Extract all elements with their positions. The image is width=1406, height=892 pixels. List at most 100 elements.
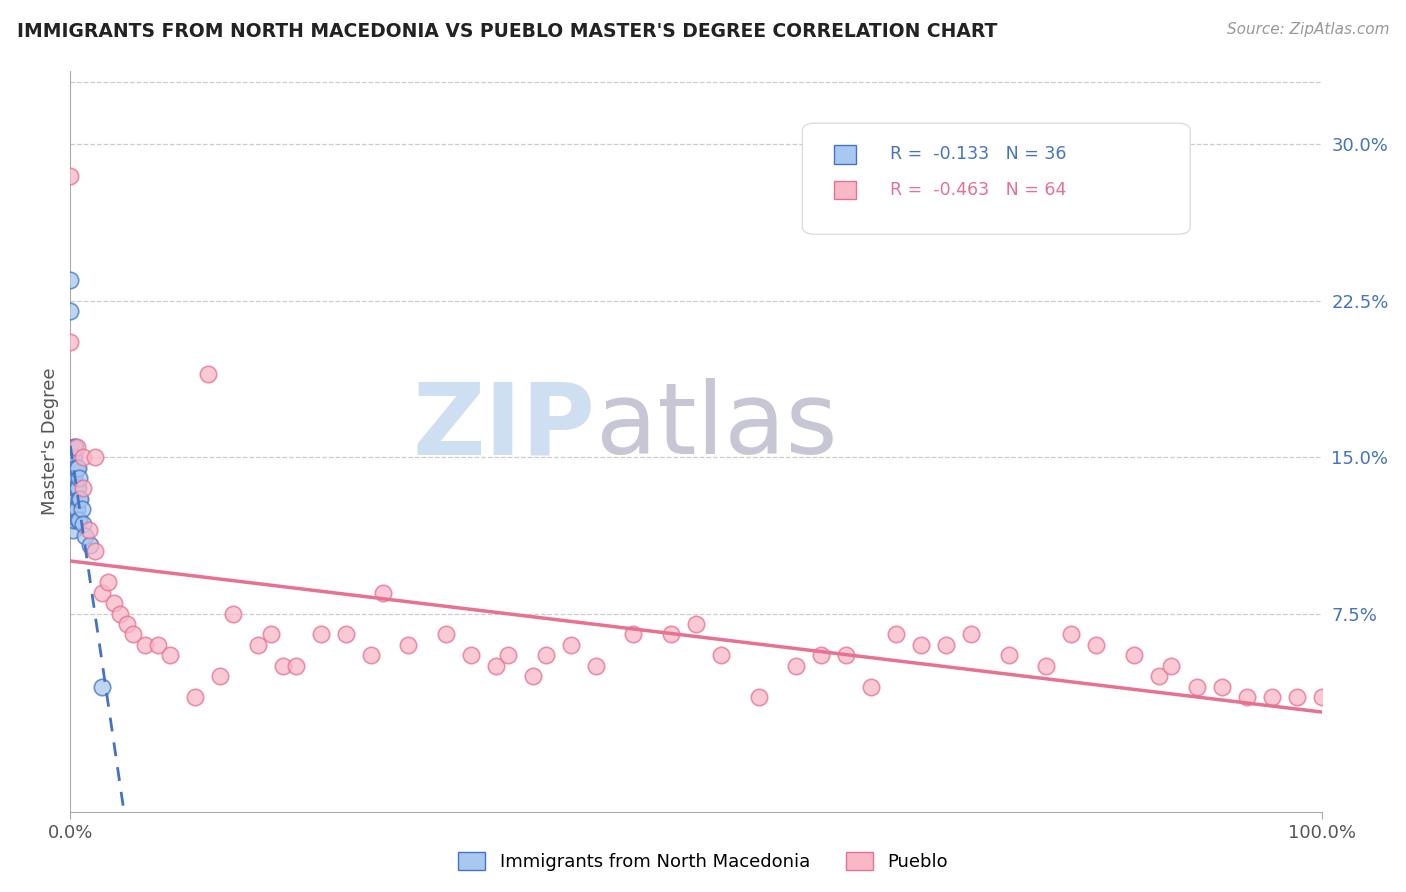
- Point: [121, 627, 145, 641]
- Point: [63, 440, 86, 454]
- Point: [1185, 680, 1208, 694]
- Text: R =  -0.463   N = 64: R = -0.463 N = 64: [890, 181, 1066, 199]
- Y-axis label: Master's Degree: Master's Degree: [41, 368, 59, 516]
- Point: [997, 648, 1019, 663]
- Point: [67, 471, 90, 485]
- Point: [59, 273, 82, 287]
- Point: [59, 335, 82, 350]
- Point: [810, 648, 832, 663]
- Point: [1310, 690, 1333, 704]
- Point: [935, 638, 957, 652]
- Point: [309, 627, 332, 641]
- Point: [835, 648, 858, 663]
- Point: [62, 491, 84, 506]
- Point: [72, 516, 94, 531]
- Point: [197, 367, 219, 381]
- Point: [585, 658, 607, 673]
- Point: [63, 450, 86, 465]
- Point: [65, 502, 87, 516]
- Point: [284, 658, 307, 673]
- Point: [785, 658, 807, 673]
- Point: [860, 680, 883, 694]
- FancyBboxPatch shape: [834, 145, 855, 163]
- Point: [62, 523, 84, 537]
- Point: [59, 304, 82, 318]
- Point: [77, 523, 100, 537]
- Point: [498, 648, 520, 663]
- Point: [1035, 658, 1057, 673]
- Point: [1147, 669, 1170, 683]
- Point: [371, 586, 394, 600]
- Point: [522, 669, 544, 683]
- Point: [66, 513, 89, 527]
- Point: [65, 460, 87, 475]
- Point: [62, 471, 84, 485]
- Point: [1060, 627, 1083, 641]
- Point: [115, 617, 138, 632]
- Point: [335, 627, 357, 641]
- Point: [534, 648, 557, 663]
- FancyBboxPatch shape: [803, 123, 1191, 235]
- Point: [63, 513, 86, 527]
- Point: [748, 690, 770, 704]
- Point: [222, 607, 245, 621]
- Text: R =  -0.133   N = 36: R = -0.133 N = 36: [890, 145, 1066, 163]
- Point: [259, 627, 281, 641]
- Point: [65, 482, 87, 496]
- Point: [60, 471, 83, 485]
- FancyBboxPatch shape: [834, 180, 855, 199]
- Point: [84, 450, 107, 465]
- Point: [1285, 690, 1308, 704]
- Point: [65, 502, 87, 516]
- Point: [65, 482, 87, 496]
- Point: [271, 658, 294, 673]
- Point: [59, 491, 82, 506]
- Point: [60, 450, 83, 465]
- Point: [70, 502, 93, 516]
- Text: atlas: atlas: [596, 378, 838, 475]
- Point: [66, 460, 89, 475]
- Point: [621, 627, 644, 641]
- Point: [1236, 690, 1258, 704]
- Point: [110, 607, 132, 621]
- Point: [62, 450, 84, 465]
- Point: [884, 627, 907, 641]
- Point: [67, 513, 90, 527]
- Point: [134, 638, 156, 652]
- Point: [103, 596, 125, 610]
- Point: [1260, 690, 1282, 704]
- Point: [710, 648, 733, 663]
- Point: [659, 627, 682, 641]
- Point: [460, 648, 482, 663]
- Point: [65, 440, 87, 454]
- Point: [209, 669, 232, 683]
- Legend: Immigrants from North Macedonia, Pueblo: Immigrants from North Macedonia, Pueblo: [451, 845, 955, 879]
- Point: [97, 575, 120, 590]
- Point: [72, 482, 94, 496]
- Point: [360, 648, 382, 663]
- Point: [63, 471, 86, 485]
- Point: [65, 460, 87, 475]
- Point: [560, 638, 582, 652]
- Point: [434, 627, 457, 641]
- Point: [146, 638, 169, 652]
- Point: [685, 617, 707, 632]
- Point: [1122, 648, 1144, 663]
- Point: [159, 648, 181, 663]
- Point: [66, 482, 89, 496]
- Text: IMMIGRANTS FROM NORTH MACEDONIA VS PUEBLO MASTER'S DEGREE CORRELATION CHART: IMMIGRANTS FROM NORTH MACEDONIA VS PUEBL…: [17, 22, 997, 41]
- Point: [960, 627, 983, 641]
- Point: [79, 538, 101, 552]
- Point: [1160, 658, 1182, 673]
- Point: [75, 529, 97, 543]
- Point: [60, 513, 83, 527]
- Point: [63, 491, 86, 506]
- Point: [65, 440, 87, 454]
- Point: [90, 680, 112, 694]
- Point: [485, 658, 508, 673]
- Point: [59, 169, 82, 183]
- Point: [90, 586, 112, 600]
- Point: [60, 491, 83, 506]
- Point: [184, 690, 207, 704]
- Text: ZIP: ZIP: [413, 378, 596, 475]
